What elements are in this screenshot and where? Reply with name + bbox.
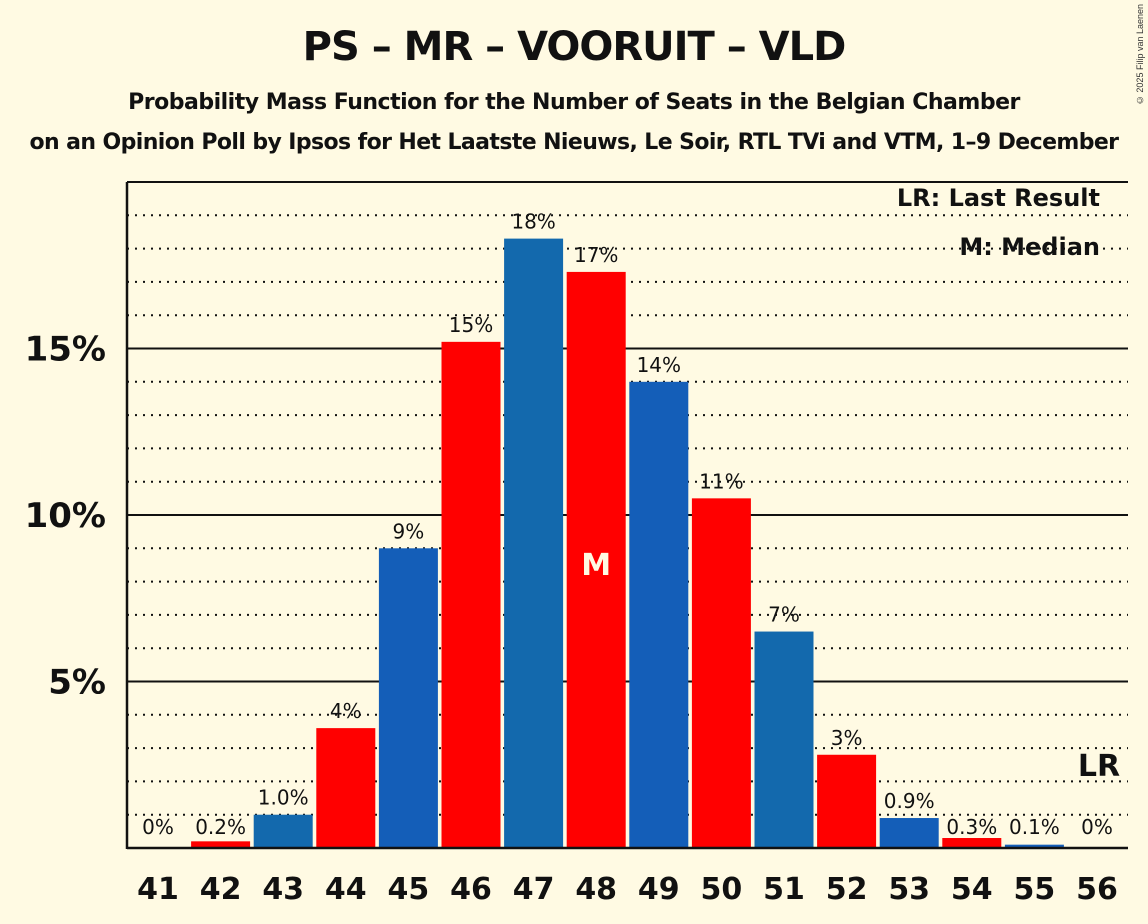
x-tick-label: 49 [638, 872, 680, 907]
x-tick-label: 51 [763, 872, 805, 907]
bar-54 [942, 838, 1002, 848]
bar-43 [253, 814, 313, 848]
bar-value-label: 0.1% [1009, 815, 1060, 839]
bar-value-label: 3% [831, 726, 863, 750]
bar-51 [754, 631, 814, 848]
chart-title: PS – MR – VOORUIT – VLD [302, 24, 847, 70]
bar-value-label: 15% [449, 313, 493, 337]
bar-44 [316, 728, 376, 848]
x-tick-label: 42 [200, 872, 242, 907]
bar-value-label: 7% [768, 603, 800, 627]
x-tick-label: 53 [888, 872, 930, 907]
legend-median: M: Median [959, 233, 1100, 261]
y-tick-label: 15% [25, 330, 106, 370]
bar-value-label: 18% [511, 210, 555, 234]
x-tick-label: 55 [1014, 872, 1056, 907]
y-tick-label: 5% [48, 663, 106, 703]
bar-48 [566, 271, 626, 848]
y-tick-label: 10% [25, 496, 106, 536]
bar-52 [817, 754, 877, 848]
x-tick-label: 47 [513, 872, 555, 907]
chart-subtitle: Probability Mass Function for the Number… [128, 90, 1020, 115]
bar-value-label: 0.3% [946, 815, 997, 839]
x-tick-label: 56 [1076, 872, 1118, 907]
bar-value-label: 17% [574, 243, 618, 267]
median-marker: M [581, 548, 611, 583]
x-tick-label: 48 [575, 872, 617, 907]
bar-value-label: 9% [393, 519, 425, 543]
bar-value-label: 11% [699, 469, 743, 493]
x-tick-label: 44 [325, 872, 367, 907]
bar-50 [691, 498, 751, 848]
bar-value-label: 0% [142, 815, 174, 839]
x-tick-label: 52 [826, 872, 868, 907]
bar-49 [629, 381, 689, 848]
bar-value-label: 0.2% [195, 815, 246, 839]
bar-47 [504, 238, 564, 849]
bar-55 [1004, 844, 1064, 848]
bar-value-label: 0% [1081, 815, 1113, 839]
x-tick-label: 54 [951, 872, 993, 907]
bar-46 [441, 341, 501, 848]
x-tick-label: 41 [137, 872, 179, 907]
bar-53 [879, 818, 939, 848]
bar-value-label: 0.9% [884, 789, 935, 813]
x-tick-label: 46 [450, 872, 492, 907]
bar-value-label: 4% [330, 699, 362, 723]
bar-42 [191, 841, 251, 848]
x-tick-label: 45 [388, 872, 430, 907]
last-result-marker: LR [1078, 749, 1120, 784]
x-tick-label: 43 [262, 872, 304, 907]
legend-last-result: LR: Last Result [896, 184, 1100, 212]
bar-value-label: 14% [637, 353, 681, 377]
chart-source: on an Opinion Poll by Ipsos for Het Laat… [29, 130, 1119, 155]
bar-45 [378, 548, 438, 848]
x-tick-label: 50 [701, 872, 743, 907]
bar-value-label: 1.0% [258, 786, 309, 810]
